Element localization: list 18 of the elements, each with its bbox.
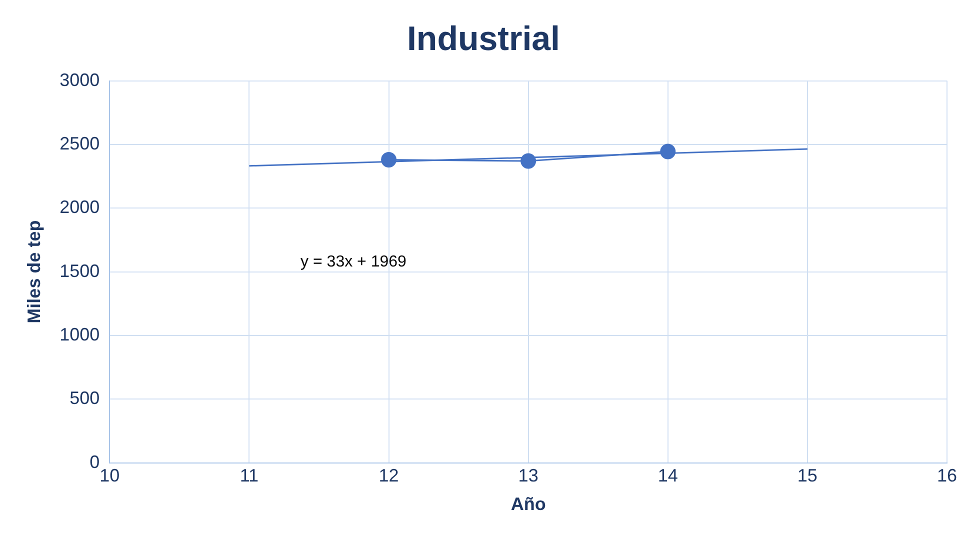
x-tick-label: 14 xyxy=(658,466,678,486)
y-tick-label: 500 xyxy=(70,388,100,408)
y-tick-label: 1500 xyxy=(60,260,100,281)
x-tick-label: 15 xyxy=(797,466,818,486)
x-tick-label: 12 xyxy=(378,466,399,486)
y-tick-label: 3000 xyxy=(60,70,100,90)
y-tick-label: 1000 xyxy=(60,324,100,344)
y-tick-label: 0 xyxy=(90,452,100,472)
y-tick-label: 2000 xyxy=(60,197,100,218)
chart-title: Industrial xyxy=(406,20,560,58)
x-axis-title: Año xyxy=(510,494,546,514)
x-tick-label: 11 xyxy=(240,466,259,486)
y-axis-title: Miles de tep xyxy=(24,220,44,324)
x-tick-label: 10 xyxy=(100,466,120,486)
y-tick-label: 2500 xyxy=(60,133,100,154)
x-tick-label: 16 xyxy=(936,466,958,486)
x-tick-label: 13 xyxy=(518,466,538,486)
annotation: y = 33x + 1969 xyxy=(300,254,407,271)
